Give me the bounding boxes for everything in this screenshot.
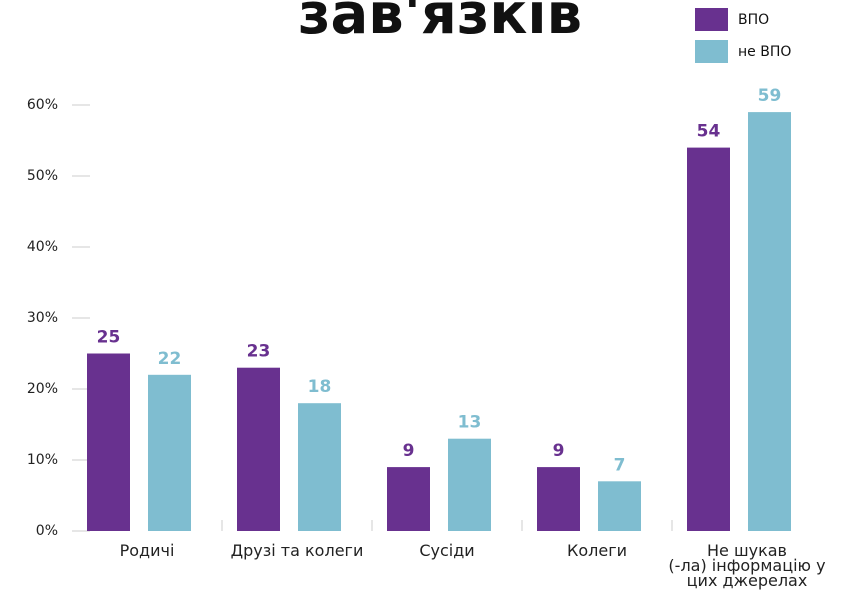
y-tick-label: 50% bbox=[27, 168, 58, 184]
bar bbox=[298, 403, 341, 531]
bar bbox=[448, 438, 491, 531]
data-label: 23 bbox=[247, 342, 271, 362]
data-label: 54 bbox=[697, 122, 721, 142]
y-tick-label: 60% bbox=[27, 97, 58, 113]
y-tick-label: 40% bbox=[27, 239, 58, 255]
bar bbox=[148, 374, 191, 531]
legend-label: не ВПО bbox=[738, 44, 791, 60]
x-tick-label: Не шукав (-ла) інформацію у цих джерелах bbox=[668, 541, 826, 590]
data-label: 13 bbox=[458, 413, 482, 433]
bar bbox=[537, 467, 580, 531]
bar bbox=[387, 467, 430, 531]
bar bbox=[237, 367, 280, 531]
data-label: 25 bbox=[97, 328, 121, 348]
data-label: 22 bbox=[158, 349, 182, 369]
x-tick-label: Колеги bbox=[566, 541, 628, 560]
data-label: 59 bbox=[758, 86, 782, 106]
y-tick-label: 20% bbox=[27, 381, 58, 397]
legend-swatch bbox=[695, 40, 728, 63]
y-tick-label: 30% bbox=[27, 310, 58, 326]
bar bbox=[87, 353, 130, 531]
data-label: 7 bbox=[614, 455, 626, 475]
y-tick-label: 0% bbox=[36, 523, 58, 539]
x-tick-label: Сусіди bbox=[419, 541, 475, 560]
data-label: 18 bbox=[308, 377, 332, 397]
legend-swatch bbox=[695, 8, 728, 31]
bar bbox=[598, 481, 641, 531]
x-tick-label: Друзі та колеги bbox=[230, 541, 364, 560]
bar bbox=[687, 147, 730, 531]
data-label: 9 bbox=[403, 441, 415, 461]
y-tick-label: 10% bbox=[27, 452, 58, 468]
chart-title: зав'язків bbox=[298, 0, 582, 47]
x-tick-label: Родичі bbox=[119, 541, 175, 560]
bar bbox=[748, 112, 791, 531]
legend-label: ВПО bbox=[738, 12, 769, 28]
data-label: 9 bbox=[553, 441, 565, 461]
